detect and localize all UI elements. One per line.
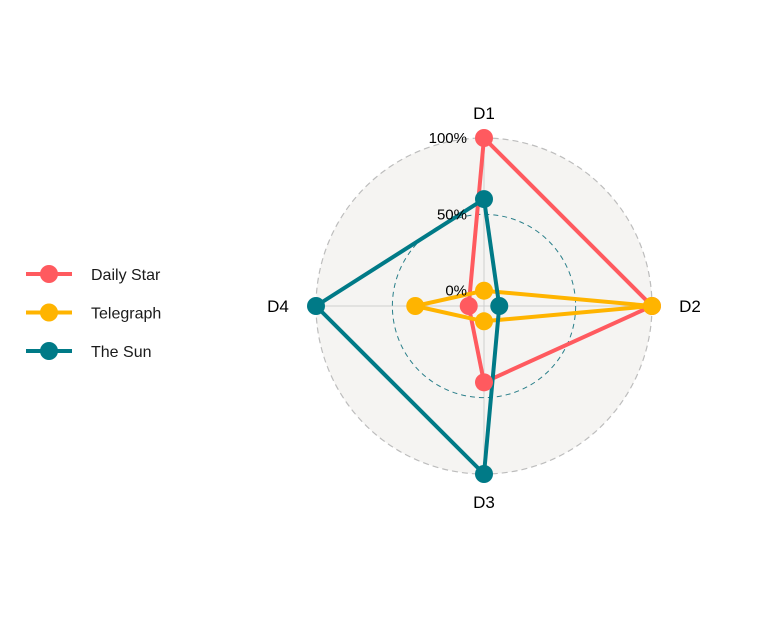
data-point-daily-star-d1 (475, 129, 493, 147)
tick-label-50pct: 50% (437, 206, 467, 223)
legend-label: Daily Star (91, 267, 161, 284)
axis-label-d4: D4 (267, 297, 289, 316)
data-point-the-sun-d3 (475, 465, 493, 483)
data-point-the-sun-d4 (307, 297, 325, 315)
tick-label-100pct: 100% (429, 130, 467, 147)
legend-item-daily-star: Daily Star (26, 265, 161, 284)
data-point-telegraph-d2 (643, 297, 661, 315)
radial-tick-labels: 0% 50% 100% (429, 130, 467, 300)
legend-marker (40, 342, 58, 360)
legend-label: Telegraph (91, 306, 161, 323)
data-point-daily-star-d3 (475, 373, 493, 392)
axis-label-d2: D2 (679, 297, 701, 316)
data-point-telegraph-d3 (475, 312, 493, 331)
legend-marker (40, 265, 58, 283)
data-point-telegraph-d1 (475, 281, 493, 300)
axis-label-d3: D3 (473, 493, 495, 512)
series-points (307, 129, 661, 483)
legend-item-the-sun: The Sun (26, 342, 151, 361)
legend: Daily Star Telegraph The Sun (26, 265, 161, 361)
legend-item-telegraph: Telegraph (26, 303, 161, 323)
axis-label-d1: D1 (473, 104, 495, 123)
tick-label-0pct: 0% (445, 283, 467, 300)
legend-marker (40, 303, 58, 322)
axis-labels: D1 D2 D3 D4 (267, 104, 701, 512)
data-point-telegraph-d4 (406, 297, 425, 315)
data-point-the-sun-d1 (475, 190, 493, 209)
data-point-daily-star-d4 (459, 297, 478, 315)
mid-gridline (391, 213, 577, 399)
legend-label: The Sun (91, 344, 151, 361)
data-point-the-sun-d2 (490, 297, 509, 315)
